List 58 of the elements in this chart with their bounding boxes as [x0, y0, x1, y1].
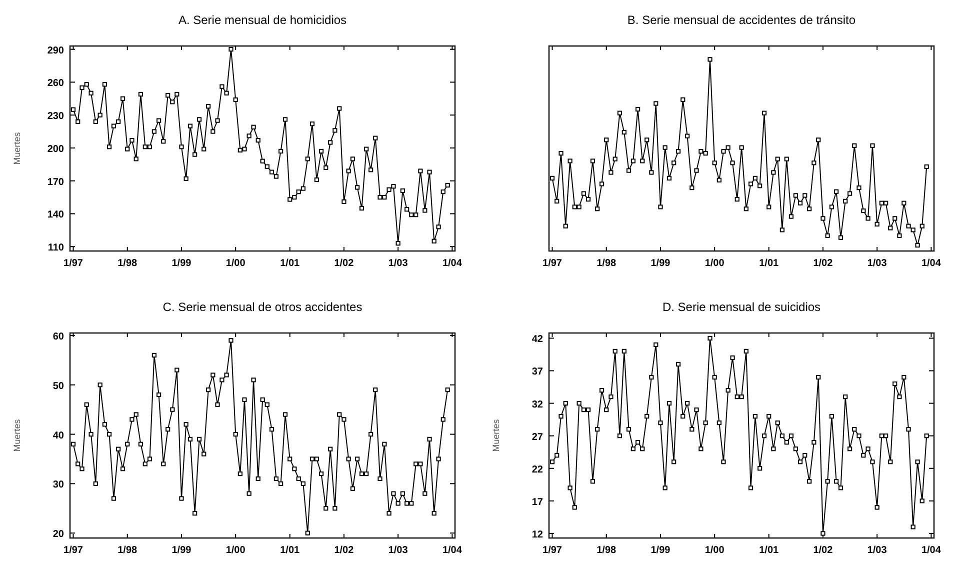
x-tick-label: 1/04: [921, 545, 942, 556]
y-tick-label: 40: [52, 430, 64, 442]
x-tick-label: 1/01: [280, 545, 300, 556]
x-tick-label: 1/00: [704, 545, 725, 556]
y-tick-label: 50: [52, 380, 64, 392]
x-tick-label: 1/03: [388, 258, 408, 269]
y-tick-label: 110: [48, 242, 64, 254]
y-axis-title: Muertes: [491, 418, 501, 452]
y-tick-label: 290: [47, 45, 64, 56]
y-tick-label: 22: [532, 464, 544, 476]
x-tick-label: 1/02: [334, 258, 354, 269]
y-axis-title: Muertes: [12, 132, 22, 165]
x-tick-label: 1/99: [650, 258, 671, 269]
x-tick-label: 1/02: [813, 258, 834, 269]
y-tick-label: 200: [47, 144, 64, 155]
x-tick-label: 1/97: [64, 545, 84, 556]
x-tick-label: 1/00: [226, 545, 246, 556]
y-tick-label: 32: [532, 399, 544, 410]
x-tick-label: 1/01: [759, 258, 780, 269]
chart-title: B. Serie mensual de accidentes de tránsito: [627, 13, 856, 27]
x-tick-label: 1/01: [280, 258, 300, 269]
x-tick-label: 1/98: [596, 258, 617, 269]
y-axis-title: Muertes: [12, 418, 22, 452]
y-tick-label: 42: [532, 334, 544, 346]
x-tick-label: 1/03: [867, 258, 888, 269]
x-tick-label: 1/97: [64, 258, 84, 269]
y-tick-label: 140: [47, 210, 64, 221]
y-tick-label: 60: [52, 331, 64, 342]
x-tick-label: 1/02: [334, 545, 354, 556]
x-tick-label: 1/04: [442, 258, 462, 269]
y-tick-label: 260: [47, 78, 64, 90]
y-tick-label: 27: [532, 432, 544, 443]
x-tick-label: 1/98: [118, 258, 138, 269]
x-tick-label: 1/97: [542, 258, 562, 269]
chart-title: C. Serie mensual de otros accidentes: [162, 300, 362, 314]
y-tick-label: 20: [52, 529, 64, 540]
x-tick-label: 1/01: [759, 545, 780, 556]
x-tick-label: 1/03: [388, 545, 408, 556]
x-tick-label: 1/98: [118, 545, 138, 556]
chart-title: D. Serie mensual de suicidios: [662, 300, 821, 314]
x-tick-label: 1/99: [650, 545, 671, 556]
x-tick-label: 1/97: [542, 545, 562, 556]
x-tick-label: 1/99: [172, 258, 192, 269]
y-tick-label: 30: [52, 480, 64, 491]
x-tick-label: 1/04: [921, 258, 942, 269]
y-tick-label: 170: [47, 176, 64, 188]
chart-title: A. Serie mensual de homicidios: [178, 13, 347, 27]
x-tick-label: 1/02: [813, 545, 834, 556]
y-tick-label: 17: [532, 496, 544, 508]
y-tick-label: 230: [47, 111, 64, 122]
x-tick-label: 1/00: [704, 258, 725, 269]
x-tick-label: 1/99: [172, 545, 192, 556]
x-tick-label: 1/98: [596, 545, 617, 556]
x-tick-label: 1/00: [226, 258, 246, 269]
y-tick-label: 37: [532, 366, 544, 378]
x-tick-label: 1/03: [867, 545, 888, 556]
x-tick-label: 1/04: [442, 545, 462, 556]
y-tick-label: 12: [532, 529, 544, 540]
